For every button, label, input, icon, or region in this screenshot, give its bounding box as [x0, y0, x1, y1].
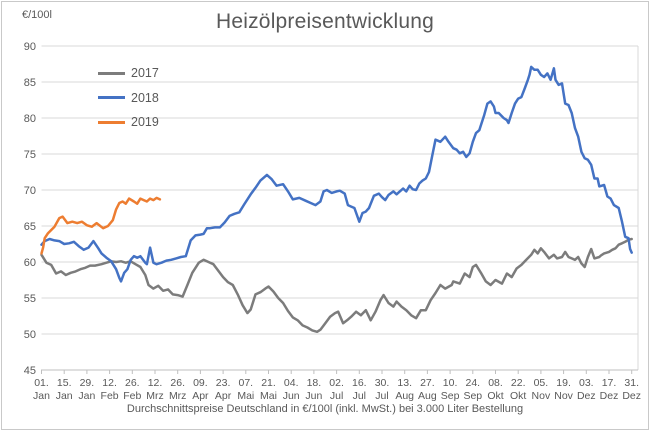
x-tick-label: 26. Mrz [169, 377, 187, 402]
x-tick-label: 31. Dez [622, 377, 641, 402]
x-tick-label: 26. Feb [123, 377, 141, 402]
x-tick-label: 03. Dez [577, 377, 596, 402]
series-line-2018 [40, 65, 633, 283]
legend-swatch-2019 [98, 120, 125, 124]
legend-item-2019: 2019 [98, 110, 159, 135]
x-tick-label: 17. Dez [600, 377, 619, 402]
x-tick-label: 09. Apr [192, 377, 209, 402]
legend-swatch-2017 [98, 71, 125, 75]
x-tick-label: 13. Aug [395, 377, 414, 402]
x-tick-label: 22. Okt [510, 377, 526, 402]
x-tick-label: 30. Jul [375, 377, 390, 402]
legend-label: 2017 [131, 66, 159, 81]
y-tick-label: 60 [24, 257, 36, 269]
x-tick-label: 05. Nov [532, 377, 551, 402]
x-tick-label: 16. Jul [352, 377, 367, 402]
series-line-2019 [40, 196, 162, 255]
x-tick-label: 18. Jun [305, 377, 322, 402]
x-tick-label: 12. Feb [101, 377, 119, 402]
x-tick-label: 27. Aug [418, 377, 437, 402]
x-tick-label: 23. Apr [215, 377, 232, 402]
x-axis-ticks [41, 370, 633, 374]
y-tick-label: 75 [24, 149, 36, 161]
y-tick-label: 50 [24, 329, 36, 341]
y-tick-label: 70 [24, 185, 36, 197]
y-tick-label: 85 [24, 77, 36, 89]
x-tick-label: 12. Mrz [146, 377, 164, 402]
y-tick-label: 80 [24, 113, 36, 125]
x-tick-label: 19. Nov [554, 377, 573, 402]
x-tick-label: 15. Jan [56, 377, 73, 402]
y-tick-label: 45 [24, 365, 36, 377]
chart-caption: Durchschnittspreise Deutschland in €/100… [126, 403, 524, 415]
x-tick-label: 24. Sep [463, 377, 482, 402]
legend-swatch-2018 [98, 96, 125, 100]
y-axis-tick-labels: 90 85 80 75 70 65 60 55 50 45 [24, 41, 36, 377]
legend-item-2018: 2018 [98, 86, 159, 111]
y-axis-unit-label: €/100l [22, 9, 52, 21]
x-tick-label: 07. Mai [237, 377, 254, 402]
y-tick-label: 65 [24, 221, 36, 233]
legend: 2017 2018 2019 [98, 61, 159, 135]
x-tick-label: 29. Jan [78, 377, 95, 402]
x-tick-label: 04. Jun [283, 377, 300, 402]
y-tick-label: 90 [24, 41, 36, 53]
y-tick-label: 55 [24, 293, 36, 305]
legend-label: 2018 [131, 90, 159, 105]
x-tick-label: 10. Sep [441, 377, 460, 402]
x-tick-label: 01. Jan [33, 377, 50, 402]
legend-label: 2019 [131, 115, 159, 130]
legend-item-2017: 2017 [98, 61, 159, 86]
chart-title: Heizölpreisentwicklung [216, 10, 434, 33]
x-tick-label: 08. Okt [487, 377, 503, 402]
x-tick-label: 21. Mai [260, 377, 277, 402]
series-line-2017 [40, 237, 633, 334]
x-tick-label: 02. Jul [329, 377, 344, 402]
